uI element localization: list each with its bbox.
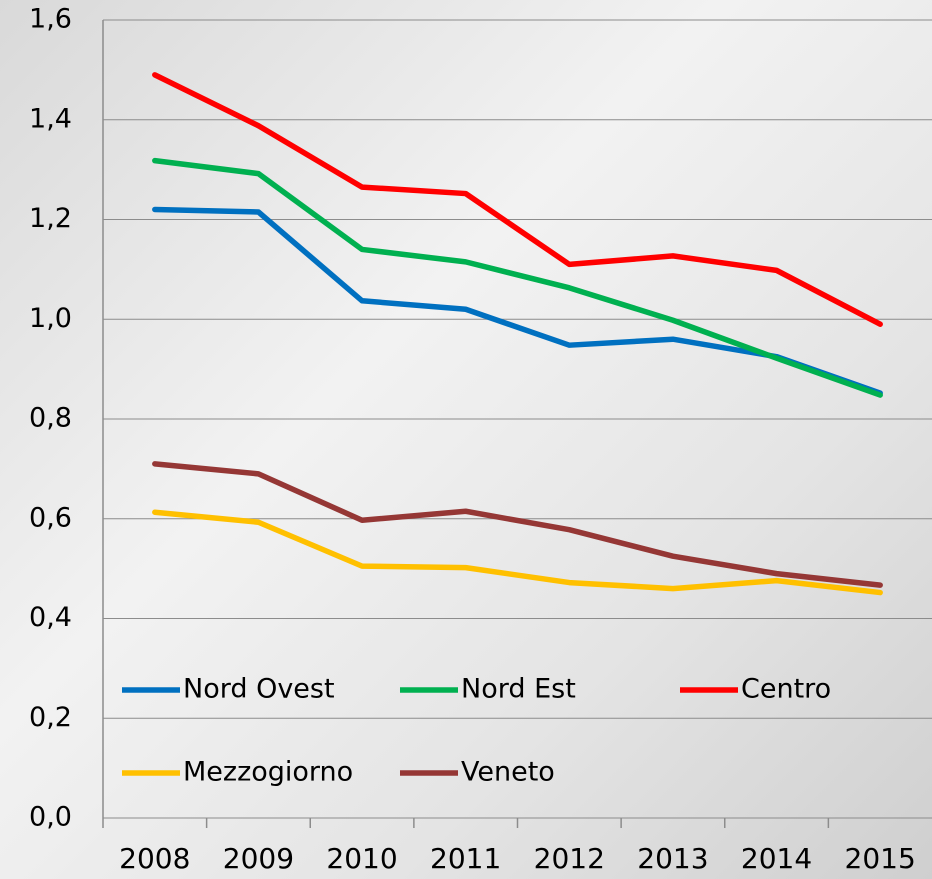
- series-line: [152, 461, 883, 588]
- legend-label: Nord Est: [461, 674, 576, 705]
- series-line: [152, 509, 883, 596]
- y-tick-label: 0,6: [29, 502, 72, 533]
- y-tick-label: 0,8: [29, 403, 72, 434]
- y-tick-label: 1,4: [29, 103, 72, 134]
- legend-label: Mezzogiorno: [183, 757, 353, 788]
- series-line: [152, 157, 883, 398]
- x-tick-label: 2014: [741, 842, 812, 875]
- y-tick-label: 0,2: [29, 702, 72, 733]
- series-line: [152, 72, 883, 327]
- x-tick-label: 2010: [326, 842, 397, 875]
- x-tick-label: 2011: [430, 842, 501, 875]
- legend-label: Veneto: [461, 757, 555, 788]
- series-line: [152, 206, 883, 396]
- x-tick-label: 2012: [534, 842, 605, 875]
- y-tick-label: 0,4: [29, 602, 72, 633]
- legend-label: Nord Ovest: [183, 674, 335, 705]
- y-tick-label: 1,6: [29, 4, 72, 35]
- y-tick-label: 1,0: [29, 303, 72, 334]
- y-tick-label: 0,0: [29, 802, 72, 833]
- legend-label: Centro: [741, 674, 831, 705]
- x-tick-label: 2015: [845, 842, 916, 875]
- x-tick-label: 2013: [637, 842, 708, 875]
- x-tick-label: 2009: [223, 842, 294, 875]
- x-tick-label: 2008: [119, 842, 190, 875]
- y-tick-label: 1,2: [29, 203, 72, 234]
